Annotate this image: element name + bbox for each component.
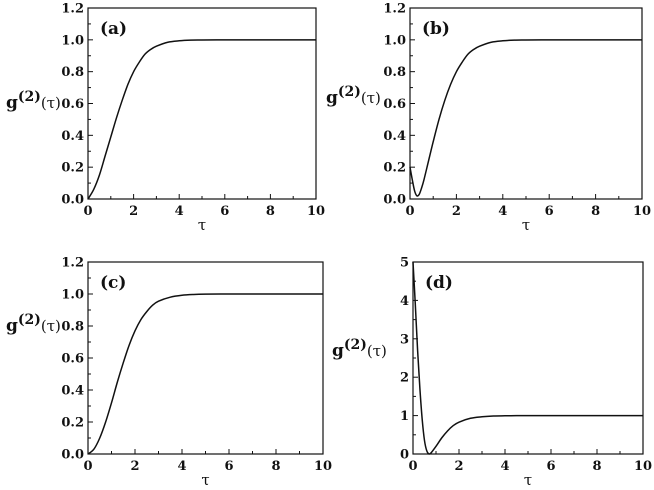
y-tick-label: 3 <box>400 332 409 347</box>
x-tick-label: 4 <box>177 459 186 474</box>
x-tick-label: 10 <box>634 459 652 474</box>
y-tick-label: 4 <box>400 294 409 309</box>
x-tick-label: 6 <box>545 204 554 219</box>
y-tick-label: 0.0 <box>61 448 84 463</box>
y-axis-label: g(2)(τ) <box>6 89 61 113</box>
panel-label: (c) <box>100 273 126 293</box>
series-line-1 <box>87 39 316 200</box>
x-tick-label: 8 <box>266 204 275 219</box>
y-tick-label: 0.8 <box>383 65 406 80</box>
x-axis-label: τ <box>201 471 209 489</box>
series-line-1 <box>412 261 643 455</box>
x-tick-label: 6 <box>546 459 555 474</box>
x-tick-label: 6 <box>224 459 233 474</box>
x-tick-label: 8 <box>592 459 601 474</box>
chart-panel-4: 0 2 4 6 8 10 0 1 2 3 4 5 τ g(2)(τ) (d) <box>332 256 652 490</box>
y-tick-label: 0.6 <box>383 97 406 112</box>
y-tick-label: 0.2 <box>61 161 84 176</box>
y-tick-label: 1.0 <box>61 33 84 48</box>
y-tick-label: 1 <box>400 409 409 424</box>
x-tick-label: 2 <box>454 459 463 474</box>
x-tick-label: 8 <box>271 459 280 474</box>
y-tick-label: 1.2 <box>383 2 406 17</box>
x-tick-label: 0 <box>405 204 414 219</box>
chart-panel-2: 0 2 4 6 8 10 0.0 0.2 0.4 0.6 0.8 1.0 1.2 τ g(2)(τ) (b) <box>326 2 651 235</box>
y-tick-label: 0.0 <box>61 193 84 208</box>
series-line-1 <box>409 39 642 197</box>
x-tick-label: 2 <box>129 204 138 219</box>
x-tick-label: 2 <box>452 204 461 219</box>
x-tick-label: 2 <box>130 459 139 474</box>
x-axis-label: τ <box>198 216 206 234</box>
y-axis-label: g(2)(τ) <box>6 312 61 336</box>
y-tick-label: 0.6 <box>61 97 84 112</box>
x-tick-label: 0 <box>83 204 92 219</box>
x-tick-label: 0 <box>408 459 417 474</box>
y-tick-label: 1.0 <box>61 288 84 303</box>
y-tick-label: 1.0 <box>383 33 406 48</box>
y-tick-label: 0.2 <box>383 161 406 176</box>
y-tick-label: 0 <box>400 448 409 463</box>
x-tick-label: 10 <box>314 459 332 474</box>
y-tick-label: 0.8 <box>61 65 84 80</box>
y-tick-label: 2 <box>400 371 409 386</box>
series-line-1 <box>87 293 323 455</box>
chart-panel-1: 0 2 4 6 8 10 0.0 0.2 0.4 0.6 0.8 1.0 1.2 τ g(2)(τ) (a) <box>6 2 325 235</box>
x-tick-label: 4 <box>498 204 507 219</box>
x-tick-label: 10 <box>633 204 651 219</box>
x-tick-label: 0 <box>83 459 92 474</box>
panel-label: (a) <box>100 19 127 39</box>
y-tick-label: 0.4 <box>383 129 406 144</box>
x-axis-label: τ <box>524 471 532 489</box>
panel-label: (d) <box>425 273 453 293</box>
y-axis-label: g(2)(τ) <box>326 84 381 108</box>
y-tick-label: 0.6 <box>61 352 84 367</box>
y-tick-label: 5 <box>400 256 409 271</box>
y-tick-label: 0.2 <box>61 416 84 431</box>
y-tick-label: 1.2 <box>61 256 84 271</box>
y-tick-label: 0.4 <box>61 129 84 144</box>
panel-label: (b) <box>422 19 450 39</box>
x-tick-label: 10 <box>307 204 325 219</box>
y-tick-label: 1.2 <box>61 2 84 17</box>
x-tick-label: 4 <box>500 459 509 474</box>
chart-panel-3: 0 2 4 6 8 10 0.0 0.2 0.4 0.6 0.8 1.0 1.2 τ g(2)(τ) (c) <box>6 256 332 490</box>
y-tick-label: 0.0 <box>383 193 406 208</box>
y-tick-label: 0.4 <box>61 384 84 399</box>
y-tick-label: 0.8 <box>61 320 84 335</box>
x-tick-label: 8 <box>591 204 600 219</box>
x-tick-label: 6 <box>220 204 229 219</box>
x-tick-label: 4 <box>175 204 184 219</box>
x-axis-label: τ <box>522 216 530 234</box>
y-axis-label: g(2)(τ) <box>332 337 387 361</box>
